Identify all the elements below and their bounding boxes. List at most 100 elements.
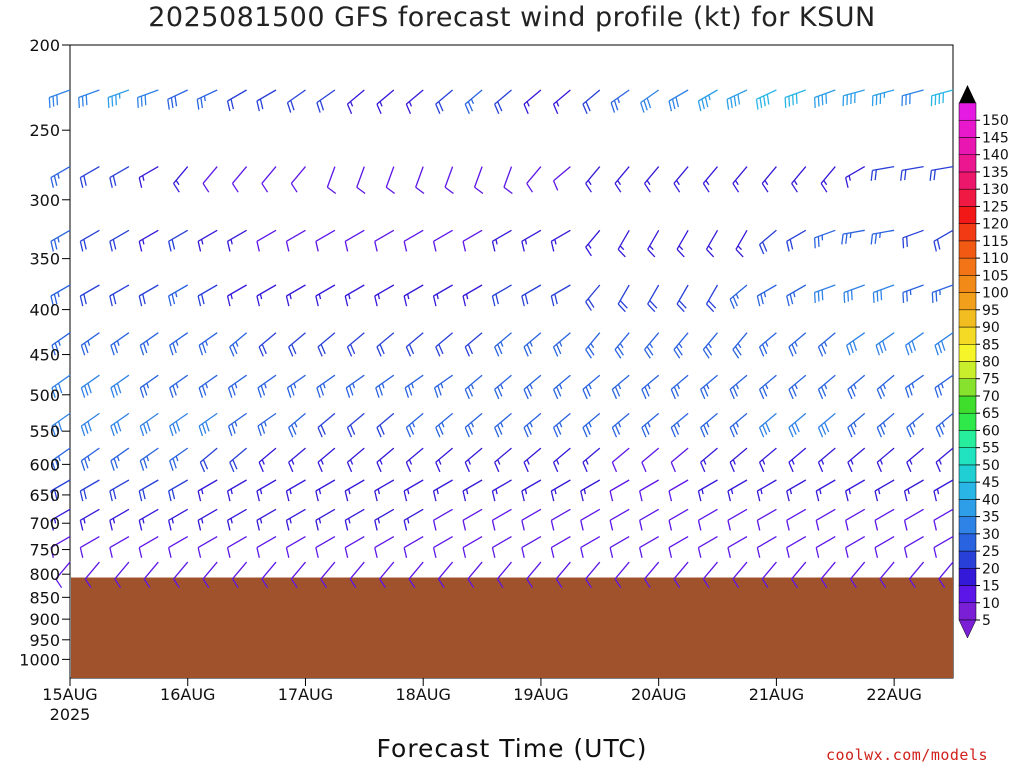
barb-feather [374, 241, 378, 252]
wind-barb [197, 479, 218, 502]
barb-half-feather [794, 383, 798, 390]
barb-feather [464, 346, 470, 357]
barb-half-feather [289, 518, 292, 524]
barb-shaft [698, 536, 718, 549]
wind-barb [552, 332, 571, 357]
barb-feather [169, 460, 174, 471]
wind-barb [199, 447, 218, 473]
wind-barb [668, 536, 689, 558]
barb-shaft [580, 508, 601, 521]
barb-feather [167, 99, 170, 110]
wind-barb [344, 284, 365, 307]
colorbar-swatch [958, 188, 977, 207]
chart-title: 2025081500 GFS forecast wind profile (kt… [148, 2, 876, 33]
wind-barb [758, 332, 777, 357]
barb-half-feather [587, 243, 592, 249]
barb-feather [201, 385, 207, 396]
barb-feather [200, 293, 205, 305]
barb-shaft [702, 561, 718, 580]
barb-feather [587, 346, 595, 356]
wind-barb [231, 166, 248, 193]
barb-feather [647, 248, 656, 258]
barb-feather [937, 385, 943, 396]
wind-barb [727, 479, 748, 502]
barb-feather [435, 461, 441, 473]
barb-shaft [433, 536, 453, 549]
barb-shaft [467, 561, 483, 580]
barb-feather [144, 94, 147, 106]
barb-shaft [374, 536, 395, 549]
barb-half-feather [500, 383, 504, 390]
wind-barb [256, 479, 277, 502]
barb-feather [670, 389, 676, 400]
barb-feather [227, 425, 233, 437]
barb-feather [874, 490, 879, 502]
wind-barb [258, 447, 277, 473]
barb-half-feather [907, 488, 910, 495]
barb-shaft [462, 536, 483, 549]
barb-shaft [403, 536, 424, 549]
barb-feather [291, 424, 297, 435]
barb-feather [930, 95, 933, 107]
barb-half-feather [465, 488, 469, 495]
barb-feather [171, 293, 176, 305]
barb-half-feather [853, 422, 857, 428]
wind-barb [80, 332, 100, 356]
colorbar-label: 60 [982, 423, 1000, 439]
barb-feather [173, 578, 180, 589]
barb-half-feather [348, 293, 351, 300]
barb-half-feather [230, 293, 233, 300]
wind-barb [550, 479, 571, 502]
wind-barb [285, 508, 306, 531]
barb-half-feather [765, 341, 769, 347]
barb-shaft [473, 166, 483, 188]
colorbar-swatch [958, 533, 977, 552]
barb-half-feather [57, 340, 61, 346]
colorbar-label: 70 [982, 389, 1000, 405]
barb-half-feather [294, 422, 298, 428]
barb-feather [315, 520, 319, 531]
wind-barb [903, 508, 924, 531]
wind-barb [379, 561, 395, 589]
barb-shaft [114, 561, 130, 580]
barb-half-feather [678, 245, 684, 251]
colorbar-swatch [958, 412, 977, 431]
barb-feather [794, 422, 800, 433]
wind-barb [847, 412, 866, 438]
barb-feather [904, 169, 907, 181]
wind-barb [50, 479, 71, 502]
wind-barb [845, 508, 866, 531]
barb-feather [879, 578, 887, 589]
barb-feather [817, 427, 824, 438]
barb-feather [139, 460, 145, 471]
barb-feather [850, 93, 852, 105]
barb-feather [906, 291, 908, 302]
barb-feather [226, 547, 231, 558]
barb-shaft [109, 536, 130, 549]
barb-feather [494, 346, 500, 357]
barb-feather [705, 346, 713, 356]
barb-feather [172, 342, 177, 354]
wind-barb [256, 89, 277, 112]
barb-feather [734, 346, 742, 356]
wind-barb [432, 536, 453, 558]
barb-half-feather [118, 93, 121, 99]
barb-feather [112, 175, 117, 186]
barb-feather [815, 547, 820, 558]
barb-feather [678, 300, 687, 309]
wind-barb [933, 508, 954, 531]
x-axis: 15AUG 16AUG 17AUG 18AUG 19AUG 20AUG 21AUG 22AUG… [42, 678, 922, 724]
colorbar-swatch [958, 550, 977, 569]
barb-half-feather [707, 343, 712, 349]
colorbar-swatch [958, 378, 977, 397]
barb-feather [732, 296, 738, 307]
wind-barb [732, 561, 748, 589]
wind-barb [700, 412, 718, 438]
barb-feather [198, 387, 204, 398]
barb-feather [320, 344, 326, 355]
barb-feather [875, 94, 878, 106]
barb-feather [729, 461, 735, 473]
wind-barb [80, 447, 100, 471]
barb-feather [464, 389, 470, 400]
wind-barb [641, 412, 660, 438]
